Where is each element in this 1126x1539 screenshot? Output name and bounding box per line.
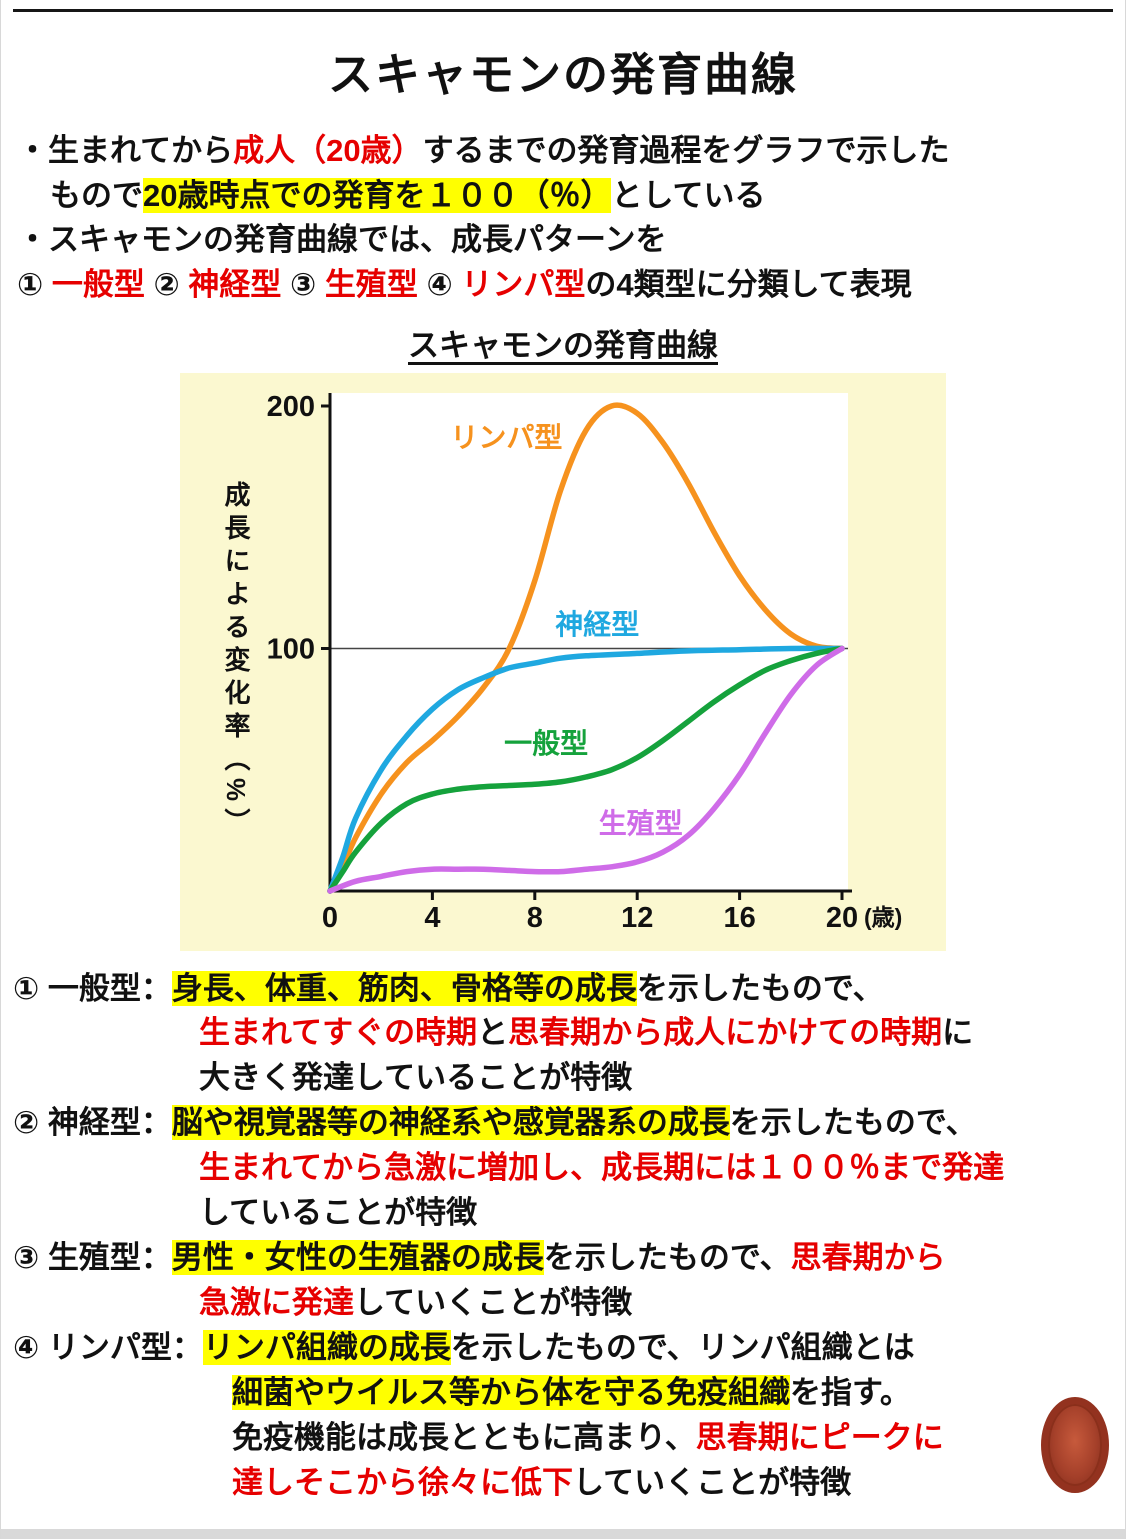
text-segment: ・生まれてから <box>17 133 234 168</box>
text-segment: していくことが特徴 <box>354 1285 633 1321</box>
text-segment: ② <box>144 266 189 302</box>
curve-neural <box>327 645 845 894</box>
intro-line: ・スキャモンの発育曲線では、成長パターンを <box>17 218 1109 263</box>
text-segment: ① 一般型： <box>13 970 172 1006</box>
section-line: 生まれてすぐの時期と思春期から成人にかけての時期に <box>13 1011 1113 1056</box>
curve-label-neural: 神経型 <box>555 607 639 639</box>
intro-line: ① 一般型 ② 神経型 ③ 生殖型 ④ リンパ型の4類型に分類して表現 <box>17 263 1109 308</box>
emphasis-text: 成人（20歳） <box>233 133 423 168</box>
emphasis-text: 思春期から成人にかけての時期 <box>508 1015 943 1051</box>
curve-label-lymphoid: リンパ型 <box>450 422 562 453</box>
text-segment: 免疫機能は成長とともに高まり、 <box>232 1419 696 1455</box>
text-segment: と <box>477 1015 509 1051</box>
highlighted-text: 20歳時点での発育を１００（％） <box>143 177 612 213</box>
section-line: 大きく発達していることが特徴 <box>13 1056 1113 1101</box>
seal-logo <box>1041 1397 1109 1493</box>
intro-block: ・生まれてから成人（20歳）するまでの発育過程をグラフで示した もので20歳時点… <box>17 129 1109 308</box>
curve-label-genital: 生殖型 <box>599 807 683 838</box>
x-tick-label: 16 <box>723 902 755 934</box>
curve-label-general: 一般型 <box>504 726 588 758</box>
text-segment: を示したもので、リンパ組織とは <box>450 1330 915 1365</box>
emphasis-text: 思春期にピークに <box>695 1419 944 1455</box>
text-segment: ④ リンパ型： <box>13 1330 203 1365</box>
section-line: 急激に発達していくことが特徴 <box>13 1281 1113 1326</box>
emphasis-text: 神経型 <box>188 266 282 302</box>
text-segment: ③ <box>281 266 325 302</box>
highlighted-text: リンパ組織の成長 <box>202 1330 451 1365</box>
highlighted-text: 細菌やウイルス等から体を守る免疫組織 <box>232 1374 790 1410</box>
highlighted-text: 身長、体重、筋肉、骨格等の成長 <box>171 970 637 1006</box>
y-tick-label: 200 <box>267 391 315 423</box>
chart-title: スキャモンの発育曲線 <box>1 320 1125 365</box>
section-line: 免疫機能は成長とともに高まり、思春期にピークに <box>13 1416 1113 1461</box>
text-segment: ③ 生殖型： <box>13 1240 172 1276</box>
chart-title-text: スキャモンの発育曲線 <box>408 327 718 363</box>
highlighted-text: 男性・女性の生殖器の成長 <box>171 1240 544 1276</box>
section-line: ① 一般型：身長、体重、筋肉、骨格等の成長を示したもので、 <box>13 967 1113 1012</box>
x-axis-unit-label: (歳) <box>864 904 902 930</box>
definitions-block: ① 一般型：身長、体重、筋肉、骨格等の成長を示したもので、 生まれてすぐの時期と… <box>13 967 1113 1506</box>
x-tick-label: 8 <box>527 902 543 934</box>
section-line: 細菌やウイルス等から体を守る免疫組織を指す。 <box>13 1371 1113 1416</box>
text-segment: としている <box>611 177 766 213</box>
page-title: スキャモンの発育曲線 <box>327 49 798 100</box>
curve-general <box>327 645 845 894</box>
x-tick-label: 4 <box>424 902 440 934</box>
section-line: ② 神経型：脳や視覚器等の神経系や感覚器系の成長を示したもので、 <box>13 1101 1113 1146</box>
plot-area <box>330 392 848 891</box>
text-segment: ④ <box>417 266 462 302</box>
text-segment: ・スキャモンの発育曲線では、成長パターンを <box>17 222 667 258</box>
top-divider <box>13 9 1113 12</box>
x-tick-label: 20 <box>826 902 858 934</box>
text-segment: を示したもので、 <box>636 970 884 1006</box>
x-tick-label: 12 <box>621 902 653 934</box>
section-line: 達しそこから徐々に低下していくことが特徴 <box>13 1461 1113 1506</box>
emphasis-text: 生まれてから急激に増加し、成長期には１００％まで発達 <box>199 1150 1005 1186</box>
text-segment: 大きく発達していることが特徴 <box>199 1060 633 1096</box>
text-segment: を示したもので、 <box>543 1240 791 1276</box>
text-segment: していることが特徴 <box>199 1195 478 1231</box>
y-tick-label: 100 <box>267 633 315 665</box>
emphasis-text: 生まれてすぐの時期 <box>199 1015 478 1051</box>
curve-lymphoid <box>327 401 845 894</box>
text-segment: に <box>942 1015 974 1051</box>
emphasis-text: 急激に発達 <box>199 1285 354 1321</box>
y-axis-label: 成長による変化率（%） <box>221 480 251 841</box>
emphasis-text: 思春期から <box>790 1240 946 1276</box>
section-line: ③ 生殖型：男性・女性の生殖器の成長を示したもので、思春期から <box>13 1236 1113 1281</box>
growth-chart: 100 200 0 4 8 12 16 20 (歳) リンパ型神経型一般型生殖型 成長による変化率… <box>180 372 946 951</box>
text-segment: していくことが特徴 <box>573 1464 852 1500</box>
emphasis-text: 一般型 <box>51 266 145 302</box>
text-segment: するまでの発育過程をグラフで示した <box>422 133 950 168</box>
text-segment: ② 神経型： <box>13 1105 172 1141</box>
emphasis-text: リンパ型 <box>461 266 586 302</box>
text-segment: を示したもので、 <box>729 1105 977 1141</box>
text-segment: ① <box>17 266 52 302</box>
text-segment: の4類型に分類して表現 <box>585 266 912 302</box>
intro-line: もので20歳時点での発育を１００（％）としている <box>17 174 1109 219</box>
curve-genital <box>327 645 845 894</box>
section-line: ④ リンパ型：リンパ組織の成長を示したもので、リンパ組織とは <box>13 1326 1113 1371</box>
intro-line: ・生まれてから成人（20歳）するまでの発育過程をグラフで示した <box>17 129 1109 174</box>
page-bottom-edge <box>1 1529 1125 1539</box>
section-line: していることが特徴 <box>13 1191 1113 1236</box>
section-line: 生まれてから急激に増加し、成長期には１００％まで発達 <box>13 1146 1113 1191</box>
emphasis-text: 生殖型 <box>324 266 418 302</box>
highlighted-text: 脳や視覚器等の神経系や感覚器系の成長 <box>171 1105 730 1141</box>
text-segment: を指す。 <box>790 1374 911 1410</box>
text-segment: もので <box>50 177 143 213</box>
emphasis-text: 達しそこから徐々に低下 <box>232 1464 573 1500</box>
x-tick-label: 0 <box>322 902 338 934</box>
